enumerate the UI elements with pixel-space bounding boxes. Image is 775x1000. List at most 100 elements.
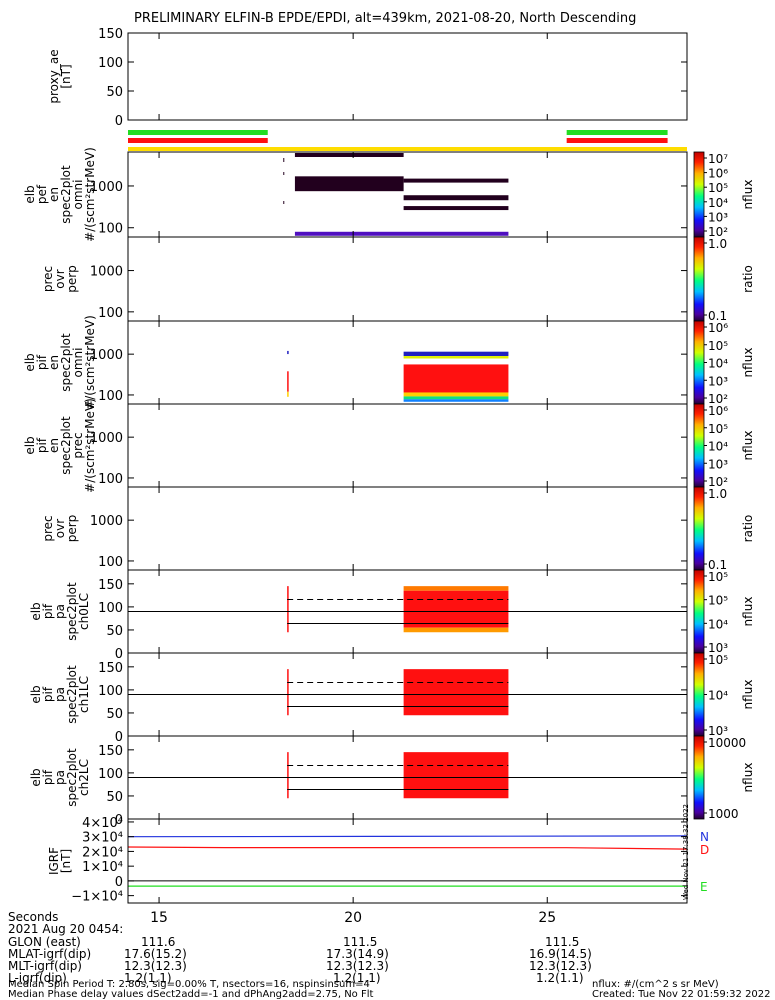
y-axis-label: elb	[29, 768, 43, 786]
y-axis-label: prec	[41, 266, 55, 292]
y-tick-label: 0	[115, 813, 123, 828]
y-tick-label: −1×10⁴	[71, 890, 123, 905]
colorbar-tick-label: 1000	[708, 807, 739, 821]
mlt-value-1: 12.3(12.3)	[124, 959, 187, 973]
igrf-legend-E: E	[700, 880, 708, 894]
colorbar	[693, 151, 705, 238]
y-axis-label: ovr	[53, 519, 67, 538]
status-bar-red	[566, 138, 668, 143]
colorbar-tick-label: 10³	[708, 210, 728, 224]
spectrogram-cell	[403, 195, 509, 201]
y-axis-label: omni	[71, 180, 85, 210]
colorbar-tick-label: 10⁶	[708, 404, 728, 418]
y-tick-label: 1000	[90, 348, 123, 363]
status-bar-red	[128, 138, 268, 143]
y-tick-label: 1×10⁴	[82, 860, 123, 875]
spectrogram-cell	[294, 153, 404, 157]
y-tick-label: 3×10⁴	[82, 831, 123, 846]
y-tick-label: 1000	[90, 265, 123, 280]
y-tick-label: 100	[98, 601, 123, 616]
colorbar	[693, 320, 705, 405]
colorbar-tick-label: 10⁷	[708, 152, 728, 166]
panel-frame-pif_prec	[127, 403, 688, 488]
colorbar-tick-label: 10²	[708, 392, 728, 406]
nflux-units: nflux: #/(cm^2 s sr MeV)	[592, 979, 719, 990]
y-axis-label: spec2plot	[59, 165, 73, 224]
colorbar-tick-label: 10²	[708, 475, 728, 489]
y-axis-label: en	[47, 355, 61, 370]
colorbar-title: nflux	[741, 763, 755, 793]
plot-title: PRELIMINARY ELFIN-B EPDE/EPDI, alt=439km…	[134, 11, 637, 26]
spectrogram-cell	[403, 399, 509, 402]
colorbar-tick-label: 10³	[708, 724, 728, 738]
y-tick-label: 4×10⁴	[82, 816, 123, 831]
igrf-legend-D: D	[700, 843, 709, 857]
y-axis-label: prec	[71, 432, 85, 458]
y-tick-label: 150	[98, 661, 123, 676]
status-bar-yellow	[128, 147, 687, 151]
colorbar-title: nflux	[741, 680, 755, 710]
panel-frame-pef_ratio	[127, 236, 688, 322]
spectrogram-cell	[403, 358, 509, 365]
y-tick-label: 100	[98, 306, 123, 321]
spin-period-note: Median Spin Period T: 2.80s, sig=0.00% T…	[8, 979, 370, 990]
y-tick-label: 100	[98, 56, 123, 71]
y-axis-label: pif	[35, 354, 49, 370]
y-axis-label: spec2plot	[65, 582, 79, 641]
spectrogram-cell	[287, 371, 289, 392]
y-axis-label: spec2plot	[65, 665, 79, 724]
y-axis-label: proxy_ae	[47, 49, 61, 103]
pitch-angle-cell	[403, 627, 509, 633]
y-tick-label: 150	[98, 27, 123, 42]
y-axis-label: spec2plot	[59, 333, 73, 392]
y-axis-label: pef	[35, 184, 49, 204]
mlat-value-1: 17.6(15.2)	[124, 947, 187, 961]
colorbar-title: nflux	[741, 597, 755, 627]
colorbar	[693, 652, 705, 737]
colorbar-tick-label: 10⁶	[708, 167, 728, 181]
y-axis-label: omni	[71, 348, 85, 378]
pitch-angle-cell	[287, 669, 289, 716]
y-axis-label: spec2plot	[65, 748, 79, 807]
y-tick-label: 1000	[90, 180, 123, 195]
spectrogram-cell	[283, 158, 285, 162]
y-tick-label: 100	[98, 555, 123, 570]
colorbar-title: ratio	[741, 515, 755, 543]
l-value-2: 1.2(1.1)	[333, 971, 381, 985]
y-tick-label: 100	[98, 684, 123, 699]
date-label: 2021 Aug 20 0454:	[8, 922, 124, 936]
colorbar-title: nflux	[741, 180, 755, 210]
y-axis-label: ovr	[53, 269, 67, 288]
glon-value-3: 111.5	[545, 935, 580, 949]
y-tick-label: 50	[106, 790, 123, 805]
y-axis-label: pif	[41, 686, 55, 702]
x-tick-label: 25	[538, 910, 556, 926]
igrf-series-D	[127, 846, 688, 850]
colorbar-tick-label: 10⁵	[708, 570, 728, 584]
panel-frame-proxy_ae	[127, 32, 688, 121]
colorbar-tick-label: 10³	[708, 457, 728, 471]
spectrogram-cell	[403, 356, 509, 359]
colorbar	[693, 403, 705, 488]
y-tick-label: 1000	[90, 431, 123, 446]
panel-frame-pif_ratio	[127, 486, 688, 571]
x-tick-label: 20	[344, 910, 362, 926]
colorbar-title: ratio	[741, 265, 755, 293]
l-label: L-igrf(dip)	[8, 971, 67, 985]
status-bar-green	[128, 130, 268, 135]
phase-delay-note: Median Phase delay values dSect2add=-1 a…	[8, 989, 374, 1000]
colorbar	[693, 486, 705, 571]
colorbar-title: nflux	[741, 431, 755, 461]
spectrogram-cell	[403, 364, 509, 393]
spectrogram-cell	[283, 172, 285, 175]
x-tick-label: 15	[150, 910, 168, 926]
y-axis-label: elb	[23, 353, 37, 371]
vertical-stamp: Wed Nov 21 17:38:32 2022	[682, 804, 690, 900]
spectrogram-cell	[287, 358, 289, 372]
colorbar-tick-label: 10⁴	[708, 357, 728, 371]
y-axis-label: pif	[35, 437, 49, 453]
y-axis-label: #/(scm²strMeV)	[83, 147, 97, 242]
glon-value-2: 111.5	[343, 935, 378, 949]
y-axis-label: prec	[41, 515, 55, 541]
